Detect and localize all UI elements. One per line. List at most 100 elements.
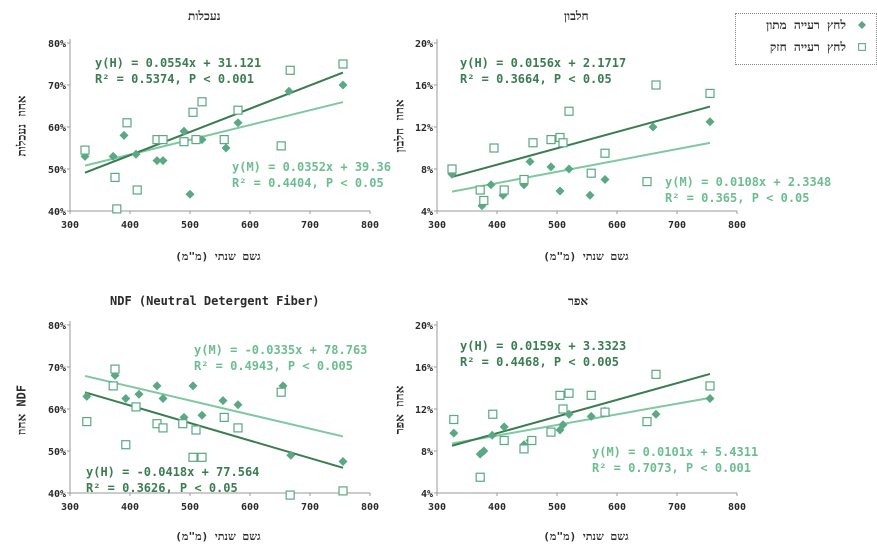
legend-diamond-icon [858, 21, 866, 29]
panel-title-ash: אפר [568, 294, 589, 308]
x-axis-label-digestibility: גשם שנתי (מ"מ) [175, 250, 261, 263]
ash-point-heavy [449, 414, 459, 425]
ndf-point-heavy [197, 452, 207, 462]
ash-point-heavy [705, 381, 715, 391]
ash-x-tick-label: 600 [608, 502, 626, 513]
ndf-point-heavy [233, 423, 243, 433]
ash-x-tick-label: 500 [548, 502, 566, 513]
equation-h-protein-line1: y(H) = 0.0156x + 2.1717 [460, 56, 627, 70]
ash-point-heavy [586, 390, 596, 400]
equation-h-digestibility-line2: R² = 0.5374, P < 0.001 [95, 72, 254, 86]
digestibility-point-moderate [131, 149, 141, 159]
ndf-y-tick-label: 70% [48, 363, 66, 374]
ash-point-moderate [499, 422, 509, 432]
ash-point-heavy [651, 369, 661, 379]
legend-item-heavy: לחץ רעייה חזק [769, 40, 846, 54]
ndf-point-moderate [188, 381, 198, 391]
ash-point-heavy [546, 427, 556, 437]
ndf-trendline-m [84, 374, 344, 438]
ndf-point-heavy [110, 364, 120, 374]
digestibility-x-tick-label: 700 [301, 220, 319, 231]
equation-m-digestibility-line2: R² = 0.4404, P < 0.05 [232, 176, 384, 190]
digestibility-point-heavy [338, 59, 348, 69]
ndf-point-moderate [121, 394, 131, 403]
protein-point-heavy [447, 164, 457, 174]
digestibility-point-moderate [108, 151, 118, 161]
ndf-x-tick-label: 300 [61, 502, 79, 513]
protein-y-tick-label: 4% [421, 207, 433, 218]
ash-point-heavy [642, 417, 652, 427]
equation-m-digestibility-line1: y(M) = 0.0352x + 39.36 [232, 160, 391, 174]
equation-m-protein-line2: R² = 0.365, P < 0.05 [665, 191, 810, 205]
equation-m-protein-line1: y(M) = 0.0108x + 2.3348 [665, 175, 832, 189]
digestibility-trendline-h [84, 71, 344, 174]
y-axis-label-digestibility: אחוז נעכלות [14, 95, 29, 157]
ash-x-tick-label: 800 [728, 502, 746, 513]
ndf-point-heavy [338, 486, 348, 496]
digestibility-point-heavy [132, 185, 142, 195]
equation-m-protein: y(M) = 0.0108x + 2.3348 R² = 0.365, P < … [665, 174, 831, 206]
digestibility-y-tick-label: 40% [48, 207, 66, 218]
ash-x-tick-label: 300 [428, 502, 446, 513]
ndf-x-tick-label: 700 [301, 502, 319, 513]
ndf-point-heavy [219, 412, 229, 422]
protein-point-moderate [486, 180, 496, 190]
equation-m-ash-line2: R² = 0.7073, P < 0.001 [592, 461, 751, 475]
digestibility-point-moderate [185, 189, 195, 199]
legend-item-moderate: לחץ רעייה מתון [766, 18, 846, 32]
protein-point-moderate [525, 157, 535, 167]
ndf-point-heavy [131, 402, 141, 412]
ndf-x-tick-label: 400 [121, 502, 139, 513]
protein-point-heavy [499, 185, 509, 195]
ash-point-heavy [519, 444, 529, 454]
protein-point-moderate [600, 175, 610, 184]
digestibility-y-tick-label: 80% [48, 39, 66, 50]
digestibility-point-heavy [158, 135, 168, 145]
ndf-point-heavy [178, 419, 188, 429]
protein-y-tick-label: 16% [415, 81, 433, 92]
ndf-y-tick-label: 50% [48, 447, 66, 458]
equation-m-ash-line1: y(M) = 0.0101x + 5.4311 [592, 445, 759, 459]
protein-point-heavy [528, 138, 538, 148]
equation-h-ndf-line1: y(H) = -0.0418x + 77.564 [86, 465, 260, 479]
protein-point-heavy [651, 80, 661, 90]
ash-point-moderate [487, 430, 497, 440]
ndf-y-tick-label: 80% [48, 321, 66, 332]
digestibility-point-heavy [233, 105, 243, 115]
protein-point-heavy [600, 148, 610, 158]
ash-y-tick-label: 20% [415, 321, 433, 332]
digestibility-y-tick-label: 50% [48, 165, 66, 176]
protein-point-heavy [558, 138, 568, 148]
ash-point-heavy [488, 409, 498, 419]
ndf-point-moderate [134, 389, 144, 399]
ash-point-heavy [600, 407, 610, 417]
panel-title-digestibility: נעכלות [188, 9, 221, 23]
protein-point-moderate [546, 162, 556, 172]
ash-y-tick-label: 12% [415, 405, 433, 416]
ndf-point-moderate [338, 457, 348, 466]
ash-point-heavy [527, 435, 537, 446]
ndf-trendline-h [84, 391, 344, 469]
ndf-point-moderate [158, 394, 168, 403]
ash-point-heavy [555, 390, 565, 400]
x-axis-label-protein: גשם שנתי (מ"מ) [543, 250, 629, 263]
ndf-point-moderate [82, 391, 92, 401]
equation-m-ndf-line2: R² = 0.4943, P < 0.005 [194, 359, 353, 373]
ndf-point-heavy [108, 381, 118, 391]
protein-point-heavy [564, 106, 574, 116]
protein-x-tick-label: 600 [608, 220, 626, 231]
ndf-point-heavy [285, 490, 295, 500]
ash-point-moderate [558, 420, 568, 430]
digestibility-point-moderate [233, 118, 243, 128]
digestibility-point-heavy [191, 135, 201, 145]
y-axis-label-protein: אחוז חלבון [392, 99, 407, 153]
protein-x-tick-label: 800 [728, 220, 746, 231]
ndf-point-moderate [152, 381, 162, 391]
digestibility-point-heavy [285, 65, 295, 75]
equation-h-ndf-line2: R² = 0.3626, P < 0.05 [86, 481, 238, 495]
ndf-point-heavy [121, 440, 131, 450]
equation-m-ndf: y(M) = -0.0335x + 78.763 R² = 0.4943, P … [194, 342, 367, 374]
equation-m-ndf-line1: y(M) = -0.0335x + 78.763 [194, 343, 368, 357]
ash-point-heavy [558, 404, 568, 414]
